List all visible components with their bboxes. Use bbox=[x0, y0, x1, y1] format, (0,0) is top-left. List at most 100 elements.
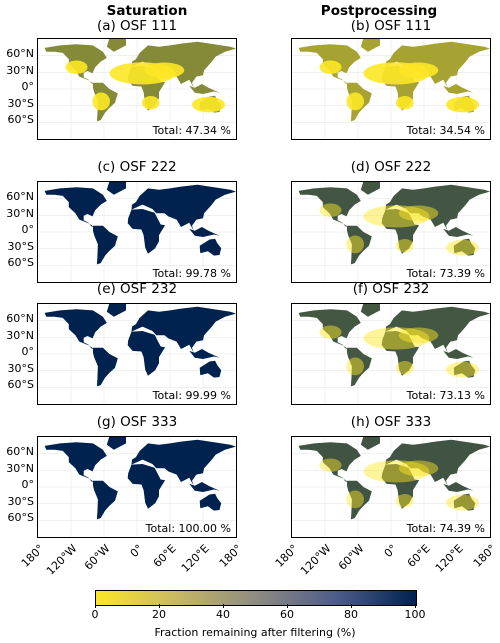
dry-region-patch bbox=[144, 62, 185, 79]
panel-title: (h) OSF 333 bbox=[350, 414, 432, 430]
lat-tick-label: 60°N bbox=[6, 445, 34, 458]
dry-region-patch bbox=[363, 460, 430, 483]
dry-region-patch bbox=[363, 205, 430, 228]
lon-tick-label: 60°E bbox=[150, 542, 179, 570]
dry-region-patch bbox=[446, 494, 479, 511]
colorbar-tick-label: 100 bbox=[404, 608, 426, 621]
colorbar-tick-label: 60 bbox=[280, 608, 294, 621]
map-panel: Total: 73.39 % bbox=[291, 181, 491, 283]
continent-shape bbox=[44, 442, 107, 482]
continent-shape bbox=[189, 349, 220, 359]
lat-tick-label: 60°N bbox=[6, 47, 34, 60]
continent-shape bbox=[381, 331, 420, 376]
continent-shape bbox=[93, 480, 118, 520]
lon-tick-label: 180° bbox=[470, 542, 499, 570]
continent-shape bbox=[298, 309, 361, 349]
panel-title: (e) OSF 232 bbox=[96, 281, 178, 297]
continent-shape bbox=[347, 347, 372, 387]
colorbar-label: Fraction remaining after filtering (%) bbox=[154, 626, 356, 639]
dry-region-patch bbox=[346, 357, 364, 376]
panel-title: (d) OSF 222 bbox=[350, 159, 432, 175]
map-panel: Total: 74.39 % bbox=[291, 436, 491, 538]
lon-tick-label: 120°E bbox=[178, 542, 212, 575]
dry-region-patch bbox=[398, 205, 439, 222]
continent-shape bbox=[44, 309, 107, 349]
continent-shape bbox=[385, 184, 490, 231]
continent-shape bbox=[443, 349, 474, 359]
total-label: Total: 99.78 % bbox=[151, 267, 232, 280]
lat-tick-label: 60°S bbox=[7, 378, 34, 391]
map-panel: Total: 73.13 % bbox=[291, 303, 491, 405]
total-label: Total: 99.99 % bbox=[151, 389, 232, 402]
world-map bbox=[38, 437, 236, 537]
panel-title: (f) OSF 232 bbox=[352, 281, 430, 297]
lat-tick-label: 30°N bbox=[6, 329, 34, 342]
continent-shape bbox=[453, 493, 476, 511]
lat-tick-label: 60°N bbox=[6, 312, 34, 325]
map-panel: Total: 34.54 % bbox=[291, 38, 491, 140]
lat-tick-label: 30°S bbox=[7, 240, 34, 253]
continent-shape bbox=[106, 39, 126, 52]
continent-shape bbox=[106, 182, 126, 195]
dry-region-patch bbox=[363, 327, 430, 350]
lat-tick-label: 60°S bbox=[7, 256, 34, 269]
col-header-postprocessing: Postprocessing bbox=[320, 3, 438, 19]
colorbar-tickmark bbox=[351, 604, 352, 608]
dry-region-patch bbox=[446, 239, 479, 256]
lon-tick-label: 60°W bbox=[335, 542, 367, 573]
continent-shape bbox=[385, 41, 490, 88]
continent-shape bbox=[381, 209, 420, 254]
continent-shape bbox=[127, 209, 166, 254]
colorbar-tick-label: 40 bbox=[216, 608, 230, 621]
lon-tick-label: 120°W bbox=[297, 542, 334, 578]
map-panel: Total: 99.99 % bbox=[37, 303, 237, 405]
lat-tick-label: 30°N bbox=[6, 207, 34, 220]
lat-tick-label: 30°S bbox=[7, 97, 34, 110]
lon-tick-label: 0° bbox=[127, 542, 146, 561]
colorbar-tick-label: 80 bbox=[344, 608, 358, 621]
continent-shape bbox=[93, 225, 118, 265]
dry-region-patch bbox=[346, 490, 364, 509]
colorbar-tickmark bbox=[95, 604, 96, 608]
continent-shape bbox=[360, 39, 380, 52]
lat-tick-label: 30°S bbox=[7, 362, 34, 375]
world-map bbox=[38, 182, 236, 282]
panel-title: (c) OSF 222 bbox=[97, 159, 177, 175]
dry-region-patch bbox=[396, 96, 414, 110]
continent-shape bbox=[360, 304, 380, 317]
dry-region-patch bbox=[398, 62, 439, 79]
continent-shape bbox=[360, 437, 380, 450]
lat-tick-label: 60°S bbox=[7, 113, 34, 126]
colorbar-tickmark bbox=[415, 604, 416, 608]
dry-region-patch bbox=[396, 361, 414, 375]
lat-tick-label: 0° bbox=[21, 223, 35, 236]
dry-region-patch bbox=[319, 325, 342, 339]
panel-title: (a) OSF 111 bbox=[96, 18, 178, 34]
colorbar-tickmark bbox=[159, 604, 160, 608]
dry-region-patch bbox=[192, 96, 225, 113]
panel-title: (b) OSF 111 bbox=[350, 18, 432, 34]
continent-shape bbox=[189, 482, 220, 492]
continent-shape bbox=[127, 464, 166, 509]
map-panel: Total: 99.78 % bbox=[37, 181, 237, 283]
continent-shape bbox=[443, 482, 474, 492]
continent-shape bbox=[453, 360, 476, 378]
continent-shape bbox=[453, 238, 476, 256]
continent-shape bbox=[385, 439, 490, 486]
world-map bbox=[38, 304, 236, 404]
world-map bbox=[292, 39, 490, 139]
continent-shape bbox=[443, 227, 474, 237]
colorbar-tickmark bbox=[287, 604, 288, 608]
map-panel: Total: 100.00 % bbox=[37, 436, 237, 538]
dry-region-patch bbox=[346, 235, 364, 254]
continent-shape bbox=[298, 187, 361, 227]
continent-shape bbox=[189, 227, 220, 237]
dry-region-patch bbox=[92, 92, 110, 111]
colorbar-tickmark bbox=[223, 604, 224, 608]
continent-shape bbox=[189, 84, 220, 94]
lat-tick-label: 0° bbox=[21, 478, 35, 491]
lon-tick-label: 60°E bbox=[404, 542, 433, 570]
total-label: Total: 100.00 % bbox=[144, 522, 232, 535]
map-panel: Total: 47.34 % bbox=[37, 38, 237, 140]
continent-shape bbox=[131, 184, 236, 231]
